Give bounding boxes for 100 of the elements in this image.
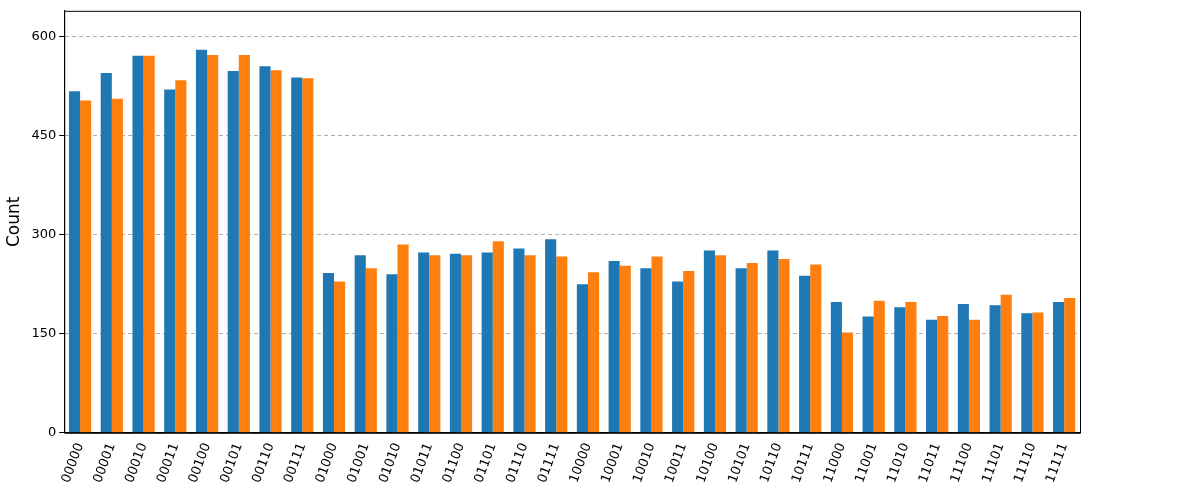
x-tick-label: 01110 [502,440,531,485]
bar [810,264,822,433]
bar [195,49,208,433]
bar [513,248,525,433]
bar [1053,302,1065,433]
bar [587,272,600,433]
bar [651,256,663,433]
bar [302,78,314,433]
x-tick-label: 01000 [311,440,341,485]
bar [524,255,536,433]
bar [640,268,652,433]
bar [386,274,398,433]
bar [143,55,155,433]
x-tick-label: 01101 [470,440,499,485]
bar [354,255,366,433]
bar [365,268,377,433]
bar [608,261,620,433]
x-tick-label: 11111 [1041,440,1071,485]
bar [270,70,282,433]
bar [227,70,239,433]
bar [164,89,176,433]
bar [291,77,303,433]
bar [334,281,346,433]
x-tick-label: 00001 [89,440,118,485]
bar [576,284,588,433]
bar [322,272,335,433]
bar [894,307,906,433]
bar [132,55,144,433]
bar [619,265,631,433]
bar [683,271,695,433]
x-tick-label: 10000 [565,440,594,485]
x-tick-label: 11011 [914,440,944,485]
bar [937,315,949,433]
y-tick-label: 0 [47,424,57,440]
x-tick-label: 00111 [280,440,309,485]
bar [556,256,568,433]
bar [1000,294,1012,433]
x-tick-label: 01111 [533,440,563,485]
x-tick-label: 00110 [248,440,277,485]
bar [80,100,92,433]
bar [672,281,684,433]
x-tick-label: 00100 [184,440,214,485]
x-tick-label: 01100 [438,440,467,485]
bar [492,241,504,433]
x-tick-label: 11110 [1010,440,1039,485]
bar [481,252,493,433]
x-tick-label: 01010 [375,440,404,485]
bar [830,302,842,433]
x-tick-label: 00000 [57,440,87,485]
x-tick-label: 11101 [978,440,1007,485]
bar [429,255,441,433]
bar [111,98,123,433]
x-tick-label: 10001 [597,440,626,485]
y-tick-label: 600 [31,27,57,43]
bar [100,72,112,433]
bar [714,255,727,433]
bar [989,305,1001,433]
bar [968,319,981,433]
bar [1021,313,1033,433]
bar [905,302,917,433]
bar [207,55,219,433]
bar [926,319,938,433]
y-tick-label: 450 [31,126,57,142]
y-axis-title: Count [2,196,23,248]
x-tick-label: 00011 [153,440,182,485]
bar [175,80,187,433]
x-tick-label: 10111 [787,440,817,485]
x-tick-label: 11000 [819,440,848,485]
x-tick-label: 11001 [851,440,880,485]
x-tick-label: 10010 [629,440,658,485]
bar [735,268,747,433]
x-tick-label: 10110 [756,440,785,485]
bar [449,253,462,433]
bar [957,304,969,433]
bar [841,332,854,433]
x-tick-label: 00010 [121,440,150,485]
bar [461,255,473,433]
x-tick-label: 11100 [946,440,975,485]
bar [238,55,250,433]
bar [1032,312,1044,433]
x-tick-label: 10101 [724,440,753,485]
bar [767,250,779,433]
bar [545,239,557,433]
bar [68,91,81,433]
y-tick-label: 300 [31,226,57,242]
bar [703,250,715,433]
bar [873,300,885,433]
x-tick-label: 01001 [343,440,372,485]
bar [778,259,790,433]
bar [418,252,430,433]
x-tick-label: 10100 [692,440,721,485]
bar [746,263,758,433]
bar [862,316,874,433]
bar [799,275,811,433]
bar [259,66,271,433]
bar [397,244,409,433]
x-tick-label: 10011 [660,440,690,485]
bar [1064,298,1076,433]
x-tick-label: 01011 [407,440,436,485]
x-tick-label: 11010 [883,440,912,485]
